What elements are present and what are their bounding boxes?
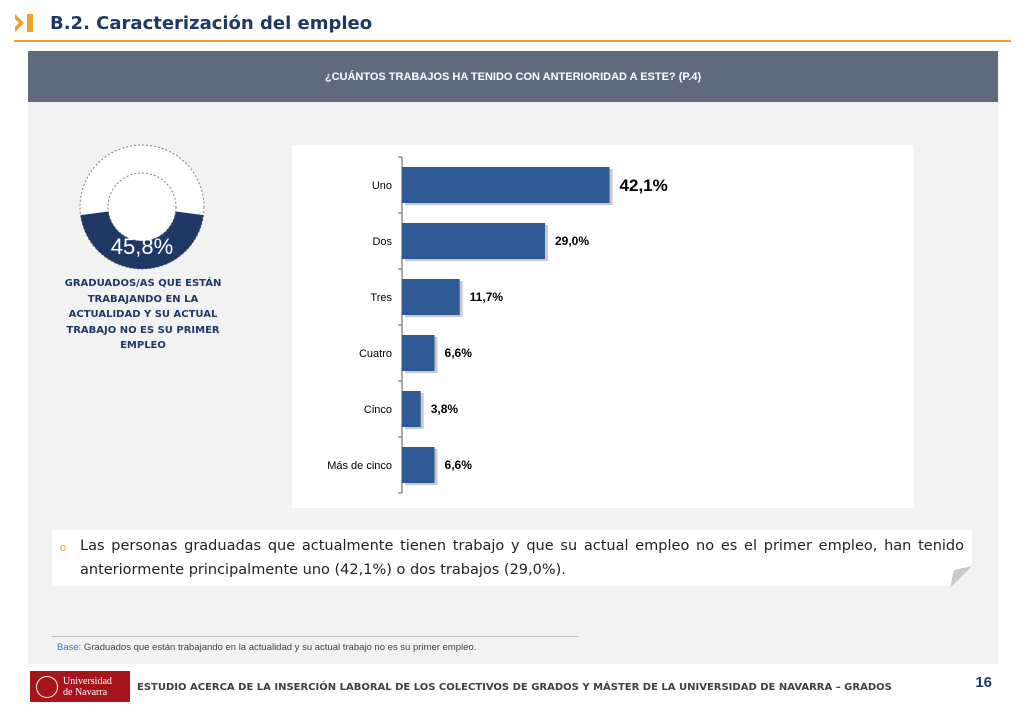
note-box: o Las personas graduadas que actualmente…: [52, 530, 972, 588]
header: B.2. Caracterización del empleo: [14, 8, 372, 38]
donut-caption: GRADUADOS/AS QUE ESTÁN TRABAJANDO EN LA …: [64, 278, 222, 351]
category-label: Dos: [372, 236, 392, 248]
bar: [402, 279, 460, 315]
donut-chart: 45,8%: [79, 144, 205, 270]
donut-inner-ring: [107, 172, 177, 242]
note-text: Las personas graduadas que actualmente t…: [80, 538, 964, 578]
donut-segment: [80, 211, 204, 269]
seal-icon: [36, 675, 58, 698]
logo-line-2: de Navarra: [63, 686, 108, 698]
base-label: Base:: [57, 642, 82, 653]
bar: [402, 335, 435, 371]
category-label: Uno: [372, 180, 392, 192]
bar: [402, 391, 421, 427]
header-divider: [14, 40, 1011, 42]
data-label: 6,6%: [445, 346, 473, 360]
data-label: 42,1%: [620, 176, 668, 195]
bar-chart: Uno 42,1% Dos 29,0% Tres 11,7% Cuatro 6,6% Cinco…: [327, 156, 668, 494]
data-label: 3,8%: [431, 402, 459, 416]
base-note: Base: Graduados que están trabajando en …: [57, 642, 476, 653]
bar: [402, 447, 435, 483]
bar: [402, 167, 610, 203]
data-label: 11,7%: [470, 290, 504, 304]
data-label: 29,0%: [555, 234, 589, 248]
logo-line-1: Universidad: [63, 675, 112, 687]
category-label: Más de cinco: [327, 460, 392, 472]
page-fold-icon: [950, 566, 972, 588]
chart-container: Uno 42,1% Dos 29,0% Tres 11,7% Cuatro 6,6% Cinco…: [292, 145, 914, 508]
category-label: Cuatro: [359, 348, 392, 360]
university-logo: Universidad de Navarra: [30, 671, 130, 702]
category-label: Cinco: [364, 404, 392, 416]
chevron-right-icon: [15, 14, 33, 32]
bullet-icon: o: [60, 542, 67, 554]
footer-text: ESTUDIO ACERCA DE LA INSERCIÓN LABORAL D…: [137, 682, 892, 693]
donut-value: 45,8%: [111, 234, 173, 259]
base-divider: [52, 636, 578, 637]
page-number: 16: [975, 674, 992, 691]
logo-text: Universidad de Navarra: [63, 676, 112, 698]
category-label: Tres: [370, 292, 392, 304]
question-banner: ¿CUÁNTOS TRABAJOS HA TENIDO CON ANTERIOR…: [28, 51, 998, 102]
data-label: 6,6%: [445, 458, 473, 472]
page-title: B.2. Caracterización del empleo: [50, 12, 373, 34]
bar: [402, 223, 545, 259]
base-text: Graduados que están trabajando en la act…: [81, 642, 477, 653]
